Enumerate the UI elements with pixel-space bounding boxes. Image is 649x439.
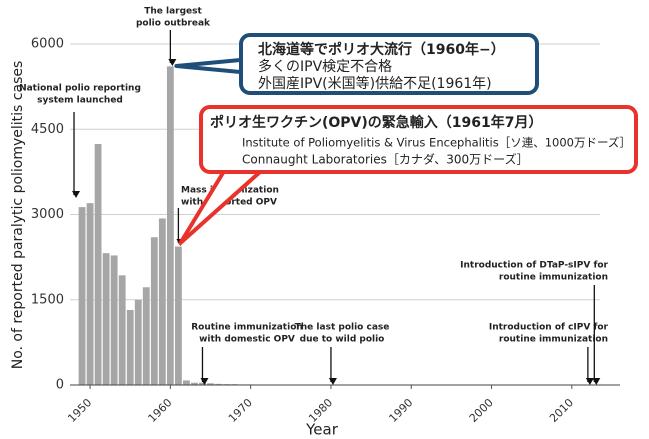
- annotation-text: with domestic OPV: [199, 335, 295, 345]
- bar: [110, 255, 118, 385]
- annotation-text: Introduction of DTaP-sIPV for: [460, 261, 608, 271]
- y-tick-label: 1500: [31, 292, 64, 307]
- annotation-text: Introduction of cIPV for: [489, 323, 609, 333]
- annotation-text: Routine immunization: [191, 323, 303, 333]
- x-tick-label: 1970: [226, 396, 255, 425]
- y-tick-label: 0: [56, 378, 64, 393]
- annotation-text: routine immunization: [499, 335, 608, 345]
- callout-text: 北海道等でポリオ大流行（1960年−）: [258, 41, 505, 58]
- bar: [166, 66, 174, 385]
- annotation-text: polio outbreak: [136, 19, 211, 29]
- bar: [174, 246, 182, 385]
- bar: [86, 203, 94, 385]
- bar: [191, 382, 198, 385]
- annotation-text: The last polio case: [295, 323, 390, 333]
- bar: [78, 207, 86, 385]
- bar: [150, 237, 158, 385]
- callout-text: 外国産IPV(米国等)供給不足(1961年): [258, 75, 492, 92]
- annotation-text: routine immunization: [499, 273, 608, 283]
- annotation-text: due to wild polio: [300, 335, 385, 345]
- bar: [102, 253, 110, 385]
- callout-box: [199, 105, 638, 174]
- bar: [126, 309, 134, 385]
- callout-text: Connaught Laboratories［カナダ、300万ドーズ］: [242, 152, 529, 167]
- x-tick-label: 2010: [547, 396, 576, 425]
- bar: [134, 299, 142, 385]
- bar: [142, 287, 150, 385]
- bar: [94, 144, 102, 385]
- callout-box: [239, 33, 539, 95]
- x-tick-label: 1990: [386, 396, 415, 425]
- x-tick-label: 2000: [467, 396, 496, 425]
- bar: [207, 383, 214, 385]
- x-axis-label: Year: [305, 421, 339, 439]
- bar: [215, 383, 222, 385]
- x-tick-label: 1950: [65, 396, 94, 425]
- y-tick-label: 6000: [31, 37, 64, 52]
- bar: [183, 380, 190, 385]
- y-tick-label: 3000: [31, 207, 64, 222]
- callout-text: 多くのIPV検定不合格: [258, 58, 392, 75]
- annotation-text: with imported OPV: [181, 198, 277, 208]
- y-tick-label: 4500: [31, 122, 64, 137]
- bar: [158, 218, 166, 385]
- y-axis-label: No. of reported paralytic poliomyelitis …: [10, 61, 26, 370]
- annotation-text: system launched: [37, 96, 123, 106]
- annotation-text: The largest: [144, 7, 202, 17]
- callout-text: Institute of Poliomyelitis & Virus Encep…: [242, 136, 631, 150]
- bar: [118, 275, 126, 385]
- x-tick-label: 1960: [146, 396, 175, 425]
- annotation-text: National polio reporting: [19, 84, 141, 94]
- callout-text: ポリオ生ワクチン(OPV)の緊急輸入（1961年7月）: [210, 114, 543, 131]
